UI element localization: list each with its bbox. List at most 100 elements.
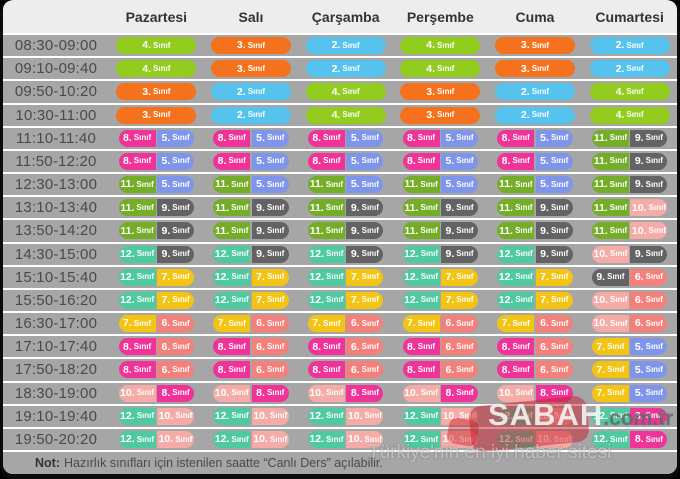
schedule-cell: 3. Sınıf	[109, 106, 204, 124]
grade-pill-10: 10. Sınıf	[157, 407, 195, 425]
grade-pill-12: 12. Sınıf	[497, 291, 535, 309]
grade-suffix: Sınıf	[607, 388, 625, 398]
grade-number: 12.	[120, 294, 135, 307]
grade-pill-8: 8. Sınıf	[497, 129, 535, 147]
grade-pill-10: 10. Sınıf	[346, 407, 384, 425]
schedule-cell: 2. Sınıf	[582, 60, 677, 78]
grade-suffix: Sınıf	[515, 411, 533, 421]
grade-pill-9: 9. Sınıf	[630, 129, 668, 147]
grade-pill-3: 3. Sınıf	[116, 83, 197, 101]
grade-suffix: Sınıf	[172, 202, 190, 212]
grade-number: 9.	[161, 247, 171, 260]
grade-number: 8.	[217, 132, 227, 145]
grade-pill-8: 8. Sınıf	[497, 338, 535, 356]
time-slot: 11:10-11:40	[15, 129, 97, 147]
grade-number: 8.	[540, 386, 549, 399]
grade-suffix: Sınıf	[420, 388, 439, 398]
grade-pill-7: 7. Sınıf	[251, 291, 289, 309]
grade-pill-11: 11. Sınıf	[307, 176, 345, 194]
grade-suffix: Sınıf	[531, 40, 550, 50]
grade-number: 6.	[161, 317, 171, 330]
grade-number: 12.	[120, 433, 135, 446]
schedule-cell: 8. Sınıf 6. Sınıf	[204, 338, 299, 356]
grade-number: 8.	[312, 132, 322, 145]
grade-number: 9.	[634, 132, 644, 145]
grade-suffix: Sınıf	[361, 202, 379, 212]
grade-pill-7: 7. Sınıf	[402, 315, 440, 333]
grade-number: 5.	[540, 178, 549, 191]
grade-suffix: Sınıf	[417, 318, 436, 328]
grade-pill-9: 9. Sınıf	[535, 245, 573, 263]
grade-number: 9.	[540, 201, 549, 214]
grade-suffix: Sınıf	[645, 295, 663, 305]
schedule-cell: 12. Sınıf 7. Sınıf	[393, 291, 488, 309]
grade-number: 7.	[540, 294, 549, 307]
grade-number: 9.	[350, 201, 360, 214]
grade-suffix: Sınıf	[172, 156, 190, 166]
grade-number: 8.	[501, 132, 511, 145]
grade-suffix: Sınıf	[323, 318, 341, 328]
grade-number: 8.	[217, 155, 227, 168]
schedule-row: 18:30-19:00 10. Sınıf 8. Sınıf 10. Sınıf 8. Sını…	[3, 382, 677, 404]
grade-number: 12.	[309, 294, 325, 307]
grade-pill-2: 2. Sınıf	[210, 106, 291, 124]
grade-pill-11: 11. Sınıf	[118, 176, 156, 194]
grade-number: 11.	[593, 132, 608, 145]
grade-suffix: Sınıf	[231, 272, 249, 282]
schedule-cell: 7. Sınıf 6. Sınıf	[488, 315, 583, 333]
grade-pill-7: 7. Sınıf	[346, 268, 384, 286]
grade-pill-11: 11. Sınıf	[402, 199, 440, 217]
grade-number: 11.	[404, 178, 419, 191]
grade-number: 10.	[631, 224, 647, 237]
grade-number: 7.	[123, 317, 132, 330]
grade-number: 10.	[158, 433, 174, 446]
grade-number: 7.	[501, 317, 511, 330]
grade-pill-12: 12. Sınıf	[307, 431, 345, 448]
schedule-cell: 4. Sınıf	[109, 37, 204, 55]
grade-pill-4: 4. Sınıf	[116, 60, 197, 78]
schedule-cell: 8. Sınıf 6. Sınıf	[393, 361, 488, 379]
grade-pill-8: 8. Sınıf	[535, 384, 573, 402]
grade-suffix: Sınıf	[515, 179, 533, 189]
grade-number: 11.	[309, 201, 324, 214]
schedule-cell: 11. Sınıf 9. Sınıf	[204, 222, 299, 240]
grade-suffix: Sınıf	[417, 341, 436, 351]
schedule-cell: 4. Sınıf	[393, 37, 488, 55]
grade-suffix: Sınıf	[153, 63, 171, 73]
schedule-cell: 7. Sınıf 5. Sınıf	[582, 384, 677, 402]
grade-suffix: Sınıf	[361, 388, 379, 398]
grade-number: 9.	[445, 224, 455, 237]
schedule-row: 13:10-13:40 11. Sınıf 9. Sınıf 11. Sınıf 9. Sını…	[3, 197, 677, 219]
grade-suffix: Sınıf	[609, 179, 628, 189]
schedule-cell: 3. Sınıf	[488, 37, 583, 55]
schedule-cell: 3. Sınıf	[204, 37, 299, 55]
schedule-cell: 10. Sınıf 8. Sınıf	[204, 384, 299, 402]
grade-suffix: Sınıf	[153, 40, 171, 50]
schedule-cell: 11. Sınıf 5. Sınıf	[204, 176, 299, 194]
schedule-cell: 11. Sınıf 9. Sınıf	[109, 222, 204, 240]
grade-suffix: Sınıf	[550, 318, 569, 328]
schedule-cell: 11. Sınıf 9. Sınıf	[582, 129, 677, 147]
grade-pill-9: 9. Sınıf	[251, 222, 289, 240]
schedule-cell: 8. Sınıf 5. Sınıf	[488, 152, 583, 170]
grade-suffix: Sınıf	[361, 225, 379, 235]
grade-pill-11: 11. Sınıf	[591, 222, 629, 240]
schedule-cell: 11. Sınıf 9. Sınıf	[393, 222, 488, 240]
schedule-cell: 11. Sınıf 9. Sınıf	[582, 152, 677, 170]
schedule-cell: 10. Sınıf 8. Sınıf	[488, 384, 583, 402]
grade-number: 12.	[309, 433, 325, 446]
grade-number: 5.	[256, 178, 265, 191]
time-slot: 09:50-10:20	[14, 83, 98, 101]
schedule-cell: 8. Sınıf 5. Sınıf	[109, 152, 204, 170]
grade-pill-3: 3. Sınıf	[494, 37, 575, 55]
grade-suffix: Sınıf	[550, 388, 569, 398]
grade-number: 11.	[499, 224, 514, 237]
grade-pill-8: 8. Sınıf	[402, 152, 440, 170]
grade-suffix: Sınıf	[512, 156, 530, 166]
grade-suffix: Sınıf	[326, 249, 344, 259]
grade-pill-8: 8. Sınıf	[497, 152, 535, 170]
grade-suffix: Sınıf	[231, 249, 249, 259]
grade-number: 6.	[445, 317, 455, 330]
grade-number: 7.	[161, 271, 171, 284]
